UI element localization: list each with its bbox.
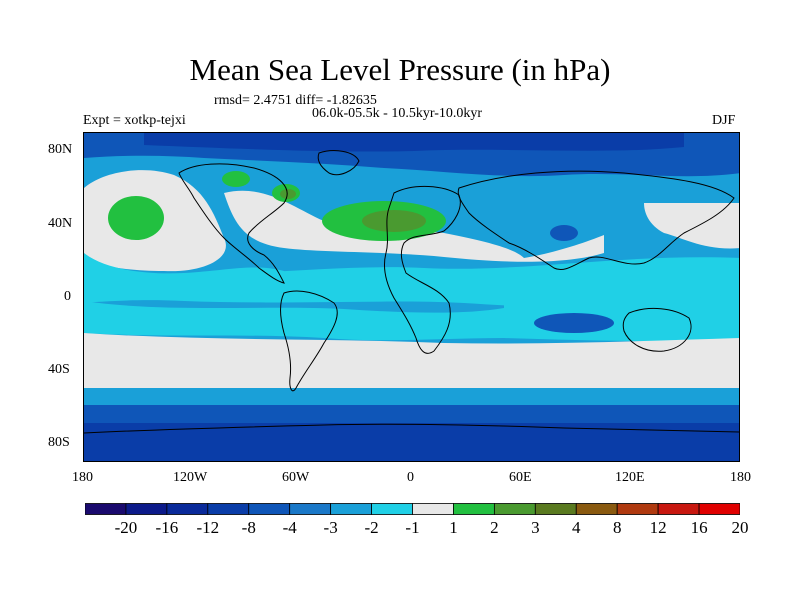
period-text: 06.0k-05.5k - 10.5kyr-10.0kyr bbox=[312, 106, 483, 121]
colorbar-label: -4 bbox=[282, 518, 297, 537]
lat-tick-0: 0 bbox=[64, 289, 71, 304]
lon-tick-120w: 120W bbox=[173, 470, 208, 485]
canada-high-2-core bbox=[280, 189, 296, 199]
lat-tick-40n: 40N bbox=[48, 216, 73, 231]
lon-tick-180w: 180 bbox=[72, 470, 93, 485]
colorbar-box bbox=[330, 503, 372, 515]
lon-tick-180e: 180 bbox=[730, 470, 751, 485]
lon-tick-0: 0 bbox=[407, 470, 414, 485]
europe-high-core bbox=[362, 210, 426, 232]
colorbar-box bbox=[453, 503, 495, 515]
atlantic-neutral bbox=[224, 190, 604, 262]
colorbar-box bbox=[575, 503, 618, 515]
colorbar-label: -20 bbox=[114, 518, 138, 537]
colorbar-label: 3 bbox=[531, 518, 540, 537]
southern-blue-band bbox=[84, 388, 739, 405]
experiment-label: Expt = xotkp-tejxi bbox=[83, 113, 186, 128]
colorbar-label: -1 bbox=[405, 518, 420, 537]
chart-title: Mean Sea Level Pressure (in hPa) bbox=[189, 52, 611, 87]
stats-text: rmsd= 2.4751 diff= -1.82635 bbox=[214, 93, 377, 108]
colorbar-label: 2 bbox=[490, 518, 499, 537]
colorbar-label: -16 bbox=[155, 518, 179, 537]
lon-tick-60e: 60E bbox=[509, 470, 532, 485]
colorbar-label: 16 bbox=[690, 518, 708, 537]
indian-ocean-low bbox=[534, 313, 614, 333]
asia-low bbox=[550, 225, 578, 241]
southern-high-belt bbox=[84, 333, 739, 391]
canada-high-1 bbox=[222, 171, 250, 187]
colorbar-box bbox=[657, 503, 700, 515]
colorbar-label: 20 bbox=[731, 518, 749, 537]
asia-neutral bbox=[644, 203, 739, 249]
pressure-map bbox=[83, 132, 740, 462]
colorbar-box bbox=[616, 503, 659, 515]
colorbar-label: -12 bbox=[196, 518, 220, 537]
coastlines bbox=[84, 150, 739, 434]
south-cyan-band bbox=[84, 301, 504, 341]
colorbar bbox=[85, 503, 740, 515]
north-pacific-high bbox=[108, 196, 164, 240]
pressure-field bbox=[84, 133, 739, 461]
colorbar-label: 8 bbox=[612, 518, 622, 537]
colorbar-label: -2 bbox=[364, 518, 379, 537]
colorbar-box bbox=[289, 503, 332, 515]
colorbar-box bbox=[85, 503, 127, 515]
colorbar-label: 12 bbox=[649, 518, 667, 537]
lat-tick-80n: 80N bbox=[48, 142, 73, 157]
antarctic-darker-band bbox=[84, 423, 739, 461]
colorbar-label: -3 bbox=[323, 518, 338, 537]
colorbar-label: 4 bbox=[572, 518, 581, 537]
colorbar-label: 1 bbox=[449, 518, 458, 537]
colorbar-box bbox=[698, 503, 740, 515]
colorbar-box bbox=[534, 503, 577, 515]
colorbar-box bbox=[207, 503, 250, 515]
colorbar-box bbox=[371, 503, 413, 515]
lat-tick-40s: 40S bbox=[48, 362, 70, 377]
season-label: DJF bbox=[712, 113, 736, 128]
colorbar-box bbox=[166, 503, 209, 515]
arctic-darker-region bbox=[144, 133, 684, 152]
colorbar-box bbox=[412, 503, 454, 515]
colorbar-label: -8 bbox=[241, 518, 256, 537]
colorbar-box bbox=[125, 503, 168, 515]
tropical-cyan-band bbox=[84, 257, 739, 311]
southern-deep-band bbox=[84, 405, 739, 423]
lat-tick-80s: 80S bbox=[48, 435, 70, 450]
lon-tick-60w: 60W bbox=[282, 470, 310, 485]
lon-tick-120e: 120E bbox=[615, 470, 645, 485]
colorbar-box bbox=[493, 503, 536, 515]
colorbar-box bbox=[248, 503, 291, 515]
